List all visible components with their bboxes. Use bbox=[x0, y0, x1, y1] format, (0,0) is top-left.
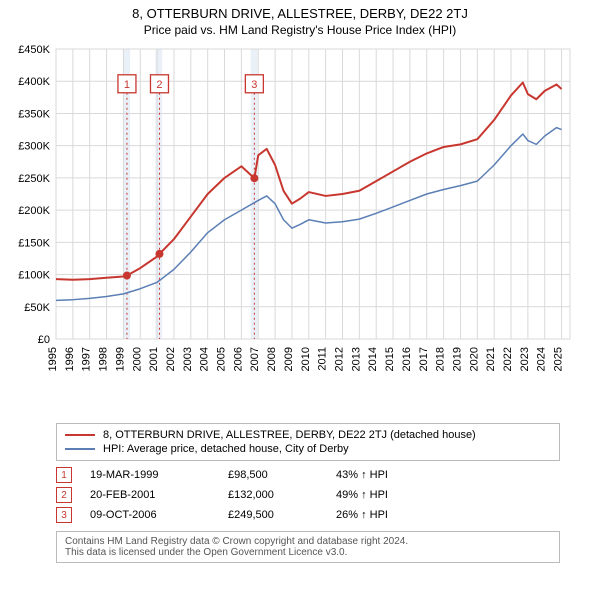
svg-text:£0: £0 bbox=[38, 334, 50, 346]
legend-swatch bbox=[65, 434, 95, 436]
footer-line2: This data is licensed under the Open Gov… bbox=[65, 547, 551, 558]
svg-text:2008: 2008 bbox=[266, 347, 278, 371]
sales-row: 2 20-FEB-2001 £132,000 49% ↑ HPI bbox=[56, 485, 560, 505]
svg-text:2015: 2015 bbox=[384, 347, 396, 371]
svg-text:2012: 2012 bbox=[333, 347, 345, 371]
svg-text:2016: 2016 bbox=[401, 347, 413, 371]
sale-price: £249,500 bbox=[228, 509, 318, 521]
svg-text:£400K: £400K bbox=[18, 76, 50, 88]
footer-line1: Contains HM Land Registry data © Crown c… bbox=[65, 536, 551, 547]
svg-text:2025: 2025 bbox=[553, 347, 565, 371]
title-subtitle: Price paid vs. HM Land Registry's House … bbox=[0, 23, 600, 37]
svg-text:1995: 1995 bbox=[47, 347, 59, 371]
sale-hpi: 49% ↑ HPI bbox=[336, 489, 436, 501]
chart: £0 £50K £100K £150K £200K £250K £300K £350K £400… bbox=[0, 39, 600, 419]
svg-text:1: 1 bbox=[124, 79, 130, 91]
sales-row: 1 19-MAR-1999 £98,500 43% ↑ HPI bbox=[56, 465, 560, 485]
svg-text:2003: 2003 bbox=[182, 347, 194, 371]
legend-label: 8, OTTERBURN DRIVE, ALLESTREE, DERBY, DE… bbox=[103, 429, 476, 441]
svg-text:£50K: £50K bbox=[24, 302, 50, 314]
sales-table: 1 19-MAR-1999 £98,500 43% ↑ HPI 2 20-FEB… bbox=[56, 465, 560, 525]
svg-text:2005: 2005 bbox=[216, 347, 228, 371]
sale-price: £98,500 bbox=[228, 469, 318, 481]
svg-text:2006: 2006 bbox=[232, 347, 244, 371]
svg-text:£200K: £200K bbox=[18, 205, 50, 217]
svg-text:3: 3 bbox=[251, 79, 257, 91]
svg-text:1997: 1997 bbox=[81, 347, 93, 371]
sale-hpi: 43% ↑ HPI bbox=[336, 469, 436, 481]
svg-text:1996: 1996 bbox=[64, 347, 76, 371]
legend-swatch bbox=[65, 448, 95, 450]
svg-text:2011: 2011 bbox=[317, 347, 329, 371]
svg-text:£150K: £150K bbox=[18, 237, 50, 249]
svg-text:2021: 2021 bbox=[485, 347, 497, 371]
sale-marker-icon: 3 bbox=[56, 507, 72, 523]
sale-marker-icon: 2 bbox=[56, 487, 72, 503]
svg-text:2017: 2017 bbox=[418, 347, 430, 371]
chart-svg: £0 £50K £100K £150K £200K £250K £300K £350K £400… bbox=[0, 39, 600, 419]
svg-text:2007: 2007 bbox=[249, 347, 261, 371]
svg-text:2000: 2000 bbox=[131, 347, 143, 371]
sale-date: 20-FEB-2001 bbox=[90, 489, 210, 501]
svg-text:2002: 2002 bbox=[165, 347, 177, 371]
svg-text:1999: 1999 bbox=[114, 347, 126, 371]
sale-date: 19-MAR-1999 bbox=[90, 469, 210, 481]
svg-text:1998: 1998 bbox=[98, 347, 110, 371]
svg-text:2010: 2010 bbox=[300, 347, 312, 371]
title-address: 8, OTTERBURN DRIVE, ALLESTREE, DERBY, DE… bbox=[0, 6, 600, 21]
svg-text:2022: 2022 bbox=[502, 347, 514, 371]
svg-text:2019: 2019 bbox=[451, 347, 463, 371]
legend-row: 8, OTTERBURN DRIVE, ALLESTREE, DERBY, DE… bbox=[65, 428, 551, 442]
svg-text:£350K: £350K bbox=[18, 108, 50, 120]
svg-text:2018: 2018 bbox=[435, 347, 447, 371]
svg-text:£300K: £300K bbox=[18, 141, 50, 153]
legend-row: HPI: Average price, detached house, City… bbox=[65, 442, 551, 456]
sale-hpi: 26% ↑ HPI bbox=[336, 509, 436, 521]
svg-text:2020: 2020 bbox=[468, 347, 480, 371]
legend: 8, OTTERBURN DRIVE, ALLESTREE, DERBY, DE… bbox=[56, 423, 560, 461]
svg-text:£450K: £450K bbox=[18, 44, 50, 56]
svg-text:£100K: £100K bbox=[18, 270, 50, 282]
svg-text:2: 2 bbox=[156, 79, 162, 91]
svg-text:2009: 2009 bbox=[283, 347, 295, 371]
svg-text:2024: 2024 bbox=[536, 347, 548, 371]
sales-row: 3 09-OCT-2006 £249,500 26% ↑ HPI bbox=[56, 505, 560, 525]
svg-text:2013: 2013 bbox=[350, 347, 362, 371]
svg-text:2004: 2004 bbox=[199, 347, 211, 371]
svg-text:2023: 2023 bbox=[519, 347, 531, 371]
svg-text:2014: 2014 bbox=[367, 347, 379, 371]
legend-label: HPI: Average price, detached house, City… bbox=[103, 443, 349, 455]
chart-container: 8, OTTERBURN DRIVE, ALLESTREE, DERBY, DE… bbox=[0, 0, 600, 563]
svg-text:2001: 2001 bbox=[148, 347, 160, 371]
titles: 8, OTTERBURN DRIVE, ALLESTREE, DERBY, DE… bbox=[0, 0, 600, 39]
sale-price: £132,000 bbox=[228, 489, 318, 501]
sale-marker-icon: 1 bbox=[56, 467, 72, 483]
footer: Contains HM Land Registry data © Crown c… bbox=[56, 531, 560, 563]
sale-date: 09-OCT-2006 bbox=[90, 509, 210, 521]
svg-text:£250K: £250K bbox=[18, 173, 50, 185]
